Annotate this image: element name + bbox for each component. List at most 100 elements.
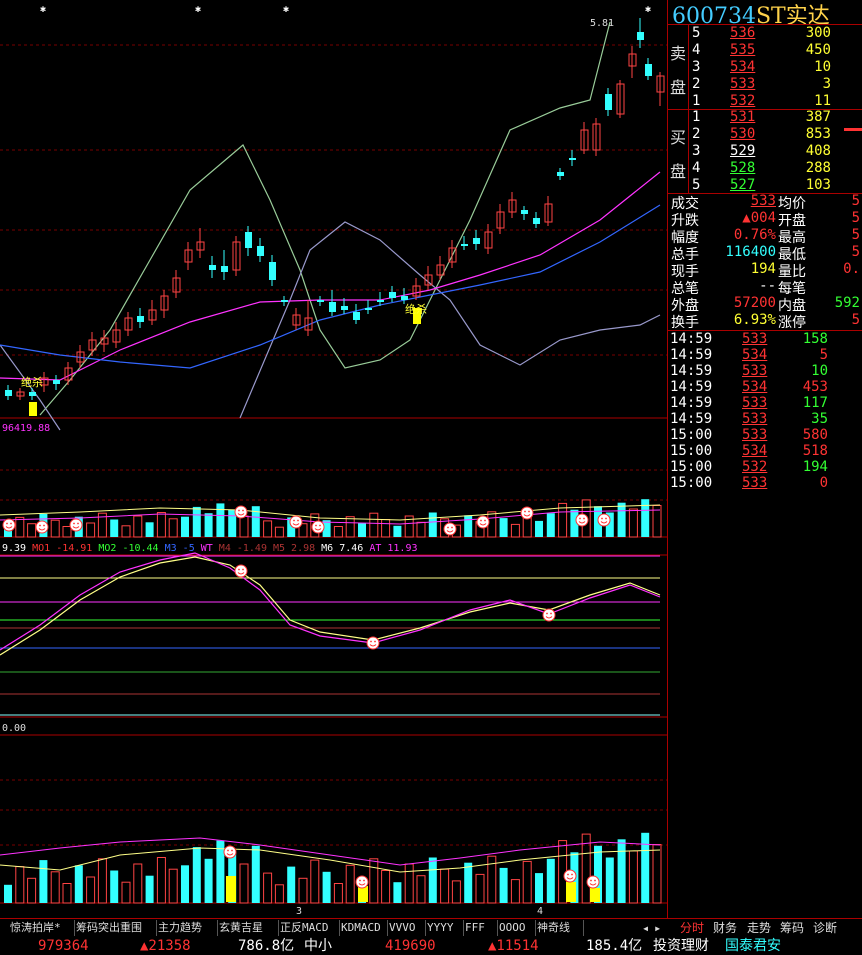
smiley-icon [366,636,380,650]
view-tab[interactable]: 财务 [713,921,738,935]
tick-volume: 580 [802,427,828,443]
tick-price: 534 [742,443,768,459]
bid-bar [844,128,862,131]
smiley-eye [39,524,41,527]
indicator-tab[interactable]: 神奇线 [535,920,584,936]
candle-body [317,300,324,302]
candle-body [544,203,553,223]
sell-order-row[interactable]: 4 535 450 [668,42,862,59]
indicator-legend-item: -1.49 [236,543,273,554]
volume-bar [381,519,391,538]
smiley-eye [524,510,526,513]
ma-line-2 [0,204,661,369]
buy-order-row[interactable]: 5 527 103 [668,177,862,194]
volume-bar [594,845,602,903]
volume-bar [239,863,249,904]
ad-text[interactable]: 投资理财 [653,938,709,954]
buy-order-row[interactable]: 2 530 853 [668,126,862,143]
stat-label: 每笔 [778,281,806,297]
buy-order-row[interactable]: 1 531 387 [668,109,862,126]
volume-bar [393,882,402,903]
view-tab[interactable]: 筹码 [780,921,805,935]
tick-time: 15:00 [670,443,713,459]
sell-order-row[interactable]: 1 532 11 [668,93,862,110]
sell-order-row[interactable]: 5 536 300 [668,25,862,42]
tick-row[interactable]: 15:00 534 518 [668,443,862,460]
smiley-eye [242,509,244,512]
indicator-tab[interactable]: YYYY [425,920,464,936]
signal-volume-bar [226,876,236,902]
smiley-eye [447,526,449,529]
candle-body [353,312,360,320]
tick-price: 534 [742,379,768,395]
bollinger-lower [239,221,661,419]
volume-bar [287,517,296,537]
smiley-eye [571,873,573,876]
tick-row[interactable]: 14:59 533 117 [668,395,862,412]
indicator-tab[interactable]: 惊涛拍岸* [8,920,75,936]
tick-row[interactable]: 14:59 533 10 [668,363,862,380]
indicator-tab[interactable]: 正反MACD [278,920,340,936]
sell-order-row[interactable]: 3 534 10 [668,59,862,76]
tick-row[interactable]: 14:59 533 158 [668,331,862,348]
volume-bar [416,521,426,538]
level-number: 1 [692,109,701,125]
volume-bar [333,883,343,904]
volume-bar [499,867,508,903]
level-number: 4 [692,160,701,176]
indicator-tab[interactable]: VVVO [387,920,426,936]
tick-row[interactable]: 14:59 533 35 [668,411,862,428]
view-tab[interactable]: 分时 [680,921,705,935]
candle-body [436,264,445,276]
volume-bar [487,855,497,904]
indicator-tab[interactable]: OOOO [497,920,536,936]
kline-chart-area[interactable]: ✱ ✱ ✱ ✱ 5.81 绝杀 绝杀 96419.88 9.39 MO1 -14… [0,0,667,918]
smiley-icon [520,506,534,520]
scroll-right-icon[interactable]: ▸ [654,921,662,935]
volume-bar [97,858,107,904]
stat-value: 116400 [725,244,776,260]
buy-order-row[interactable]: 3 529 408 [668,143,862,160]
tick-price: 533 [742,395,768,411]
volume-bar [121,525,131,538]
smiley-icon [69,518,83,532]
broker-name[interactable]: 国泰君安 [725,938,781,954]
volume-bar [404,863,414,904]
candle-body [329,302,336,312]
volume-bar [641,499,650,537]
tick-volume: 453 [802,379,828,395]
indicator-tab[interactable]: 筹码突出重围 [74,920,157,936]
stat-value: 0.76% [733,227,776,243]
tick-row[interactable]: 15:00 533 0 [668,475,862,492]
ma-line-1 [0,171,661,381]
volume-panel-1 [0,499,662,538]
view-tab[interactable]: 走势 [747,921,772,935]
view-tab[interactable]: 诊断 [813,921,838,935]
tick-price: 533 [742,331,768,347]
tick-row[interactable]: 14:59 534 5 [668,347,862,364]
tick-row[interactable]: 14:59 534 453 [668,379,862,396]
tick-row[interactable]: 15:00 532 194 [668,459,862,476]
order-volume: 853 [805,126,831,142]
tick-row[interactable]: 15:00 533 580 [668,427,862,444]
buy-order-row[interactable]: 4 528 288 [668,160,862,177]
indicator-tab[interactable]: FFF [463,920,498,936]
smiley-eye [43,524,45,527]
tick-time: 15:00 [670,459,713,475]
scroll-left-icon[interactable]: ◂ [642,921,650,935]
candle-body [616,83,625,115]
volume-bar [440,868,450,904]
candle-body [461,244,468,246]
indicator-tab[interactable]: 主力趋势 [156,920,218,936]
volume-bar [605,857,614,903]
volume-bar [74,865,83,903]
chart-canvas[interactable] [0,0,667,918]
volume-bar [263,520,273,538]
indicator-tab[interactable]: KDMACD [339,920,388,936]
smiley-eye [231,849,233,852]
smiley-eye [363,879,365,882]
indicator-tab[interactable]: 玄黄吉星 [217,920,279,936]
candle-body [412,285,421,297]
stat-label: 涨停 [778,315,806,331]
sell-order-row[interactable]: 2 533 3 [668,76,862,93]
